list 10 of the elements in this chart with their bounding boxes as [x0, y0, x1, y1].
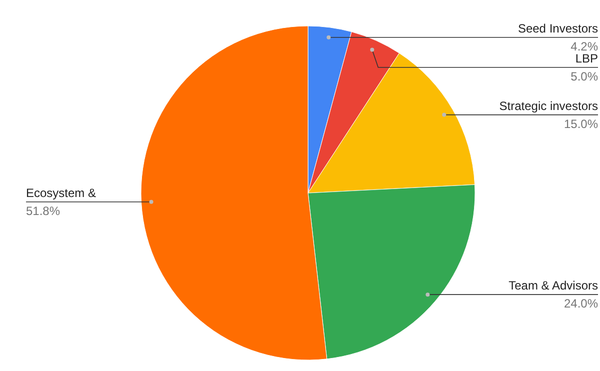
data-label: 51.8% — [26, 204, 60, 218]
slice-label: Seed Investors — [518, 21, 598, 36]
slice-label: Ecosystem & — [26, 186, 96, 200]
data-label: 5.0% — [570, 69, 598, 84]
slice-label: Strategic investors — [499, 98, 598, 113]
slice-label: Team & Advisors — [508, 278, 598, 293]
slice-label: LBP — [575, 51, 598, 66]
data-label: 15.0% — [564, 116, 598, 131]
data-label: 24.0% — [564, 296, 598, 311]
data-label: 4.2% — [570, 39, 598, 54]
